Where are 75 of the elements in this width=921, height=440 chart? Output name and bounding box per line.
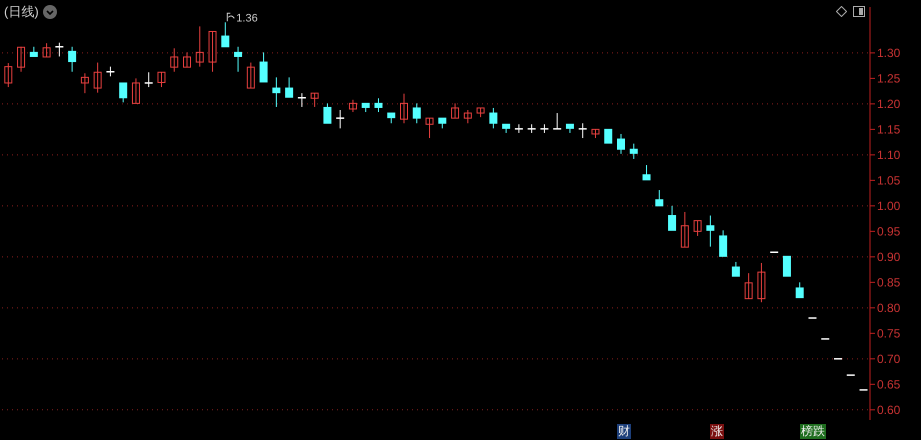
candlestick	[221, 22, 230, 48]
y-tick-label: 1.20	[877, 97, 901, 112]
candlestick	[323, 102, 332, 124]
candlestick	[17, 46, 26, 72]
candlestick	[757, 262, 766, 303]
candlestick	[668, 205, 676, 231]
y-tick-label: 0.60	[877, 403, 901, 418]
y-tick-label: 0.80	[877, 301, 901, 316]
text: 榜跌	[800, 424, 826, 439]
candlestick	[54, 42, 64, 57]
candlestick	[642, 164, 651, 180]
candlestick	[310, 92, 319, 108]
candlestick	[196, 26, 204, 68]
candlestick	[604, 128, 612, 144]
y-tick-label: 0.90	[877, 250, 901, 264]
candlestick	[719, 230, 728, 257]
text: 涨	[710, 424, 724, 439]
candlestick	[796, 282, 804, 298]
candlestick	[552, 112, 562, 130]
candlestick	[4, 62, 12, 88]
candlestick	[630, 143, 638, 160]
candlestick	[30, 46, 38, 57]
candlestick	[94, 62, 102, 94]
y-tick-label: 1.30	[877, 46, 901, 60]
y-tick-label: 0.70	[877, 352, 901, 366]
candlestick	[106, 66, 116, 77]
candlestick	[272, 76, 280, 108]
candlestick	[208, 30, 217, 72]
candlestick	[374, 98, 382, 113]
candlestick	[144, 72, 154, 88]
candlestick	[183, 52, 192, 68]
text: 财	[617, 424, 631, 439]
y-tick-label: 1.00	[877, 199, 901, 214]
y-tick-label: 1.10	[877, 148, 901, 162]
candlestick	[655, 190, 664, 206]
y-tick-label: 0.95	[877, 224, 901, 239]
y-tick-label: 0.65	[877, 378, 901, 392]
y-tick-label: 1.25	[877, 72, 901, 86]
candlestick	[335, 109, 345, 129]
candlestick	[348, 99, 357, 113]
candlestick	[476, 107, 485, 118]
candlestick	[617, 133, 626, 154]
candlestick	[412, 102, 421, 124]
candlestick	[387, 112, 396, 124]
candlestick	[680, 211, 689, 248]
candlestick	[438, 118, 446, 129]
candlestick	[732, 261, 740, 277]
candlestick	[260, 52, 268, 82]
candlestick	[42, 42, 51, 58]
candlestick	[782, 256, 791, 277]
candlestick	[426, 118, 434, 139]
candlestick	[132, 78, 140, 104]
candlestick	[297, 92, 307, 108]
candlestick	[578, 122, 588, 139]
candlestick	[451, 102, 460, 119]
candlestick	[246, 62, 255, 89]
candlestick	[706, 215, 714, 248]
candlestick	[285, 76, 294, 98]
annotation: 1.36	[236, 12, 258, 24]
candlestick	[80, 72, 89, 94]
candlestick	[489, 107, 498, 129]
candlestick	[157, 72, 166, 88]
y-tick-label: 0.85	[877, 276, 901, 290]
candlestick	[744, 272, 753, 300]
candlestick	[68, 46, 76, 72]
candlestick	[400, 93, 408, 124]
y-tick-label: 1.15	[877, 122, 901, 137]
chart-title: (日线)	[4, 3, 39, 21]
candlestick	[234, 46, 242, 72]
candlestick	[170, 48, 178, 72]
candlestick	[119, 82, 128, 103]
candlestick	[464, 109, 472, 124]
candlestick	[694, 220, 702, 236]
y-tick-label: 0.75	[877, 326, 901, 341]
y-tick-label: 1.05	[877, 174, 901, 188]
